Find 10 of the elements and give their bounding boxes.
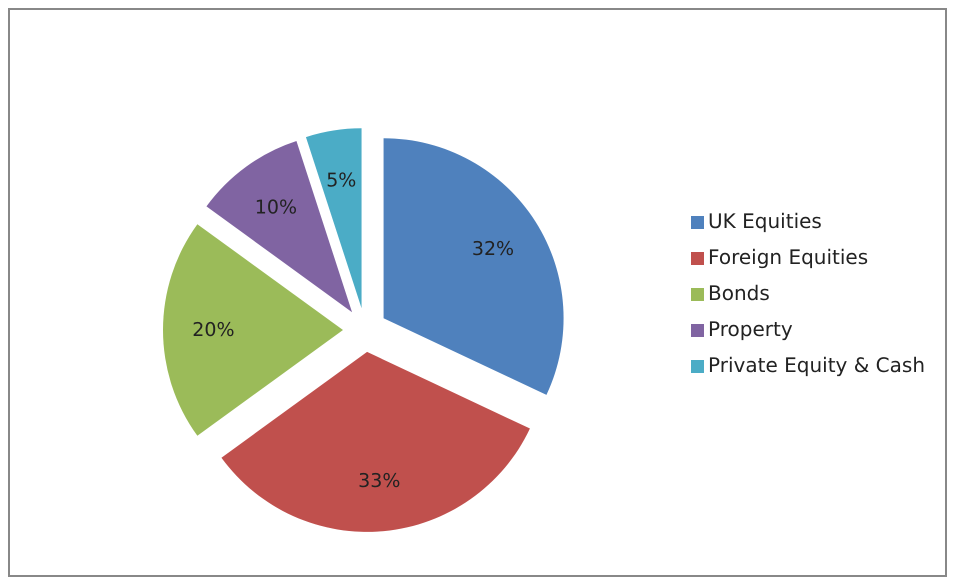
legend-label: Bonds: [708, 280, 770, 304]
legend-label: UK Equities: [708, 208, 822, 232]
data-label: 10%: [254, 196, 298, 218]
legend-label: Property: [708, 316, 793, 340]
legend-label: Private Equity & Cash: [708, 352, 925, 376]
data-label: 20%: [192, 319, 235, 341]
data-label: 33%: [358, 470, 400, 492]
data-label: 5%: [326, 169, 356, 192]
legend-label: Foreign Equities: [708, 244, 868, 268]
data-label: 32%: [472, 238, 514, 260]
